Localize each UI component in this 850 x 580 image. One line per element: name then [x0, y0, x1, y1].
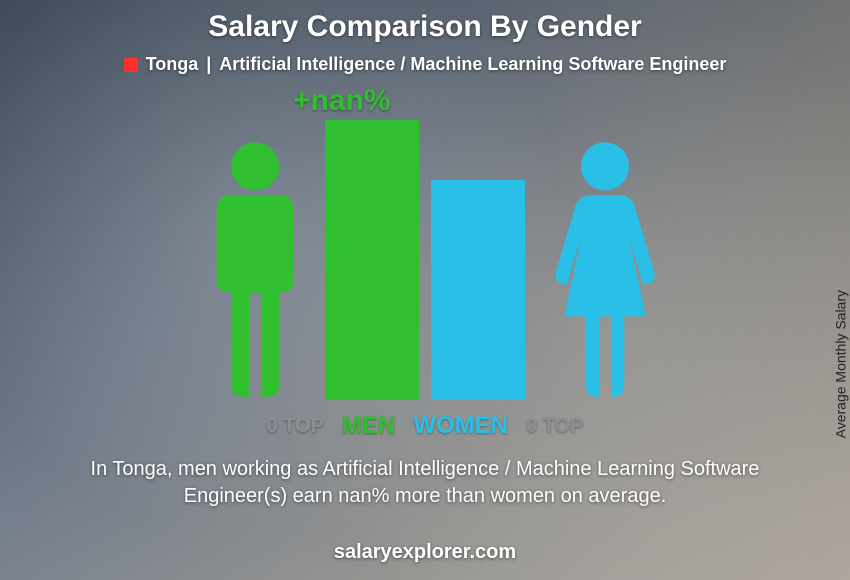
infographic-canvas: Salary Comparison By Gender Tonga | Arti… — [0, 0, 850, 580]
y-axis-caption: Average Monthly Salary — [832, 290, 848, 438]
page-title: Salary Comparison By Gender — [0, 10, 850, 44]
woman-icon — [545, 140, 665, 400]
men-category-label: MEN — [342, 412, 395, 440]
bar-men — [325, 120, 419, 400]
subtitle: Tonga | Artificial Intelligence / Machin… — [0, 54, 850, 75]
woman-silhouette-icon — [545, 140, 665, 404]
subtitle-sep: | — [206, 54, 211, 75]
chart-area: 0 TOP MEN WOMEN 0 TOP — [165, 120, 685, 440]
subtitle-role: Artificial Intelligence / Machine Learni… — [219, 54, 726, 75]
footer-attribution: salaryexplorer.com — [0, 541, 850, 564]
man-icon — [195, 140, 315, 400]
man-silhouette-icon — [195, 140, 315, 404]
summary-text: In Tonga, men working as Artificial Inte… — [60, 456, 790, 510]
bar-women — [431, 180, 525, 400]
women-category-label: WOMEN — [413, 412, 508, 440]
percent-callout: +nan% — [293, 84, 391, 118]
axis-labels: 0 TOP MEN WOMEN 0 TOP — [165, 412, 685, 440]
accent-square-icon — [124, 58, 138, 72]
men-value-label: 0 TOP — [267, 415, 324, 438]
subtitle-country: Tonga — [146, 54, 199, 75]
women-value-label: 0 TOP — [526, 415, 583, 438]
